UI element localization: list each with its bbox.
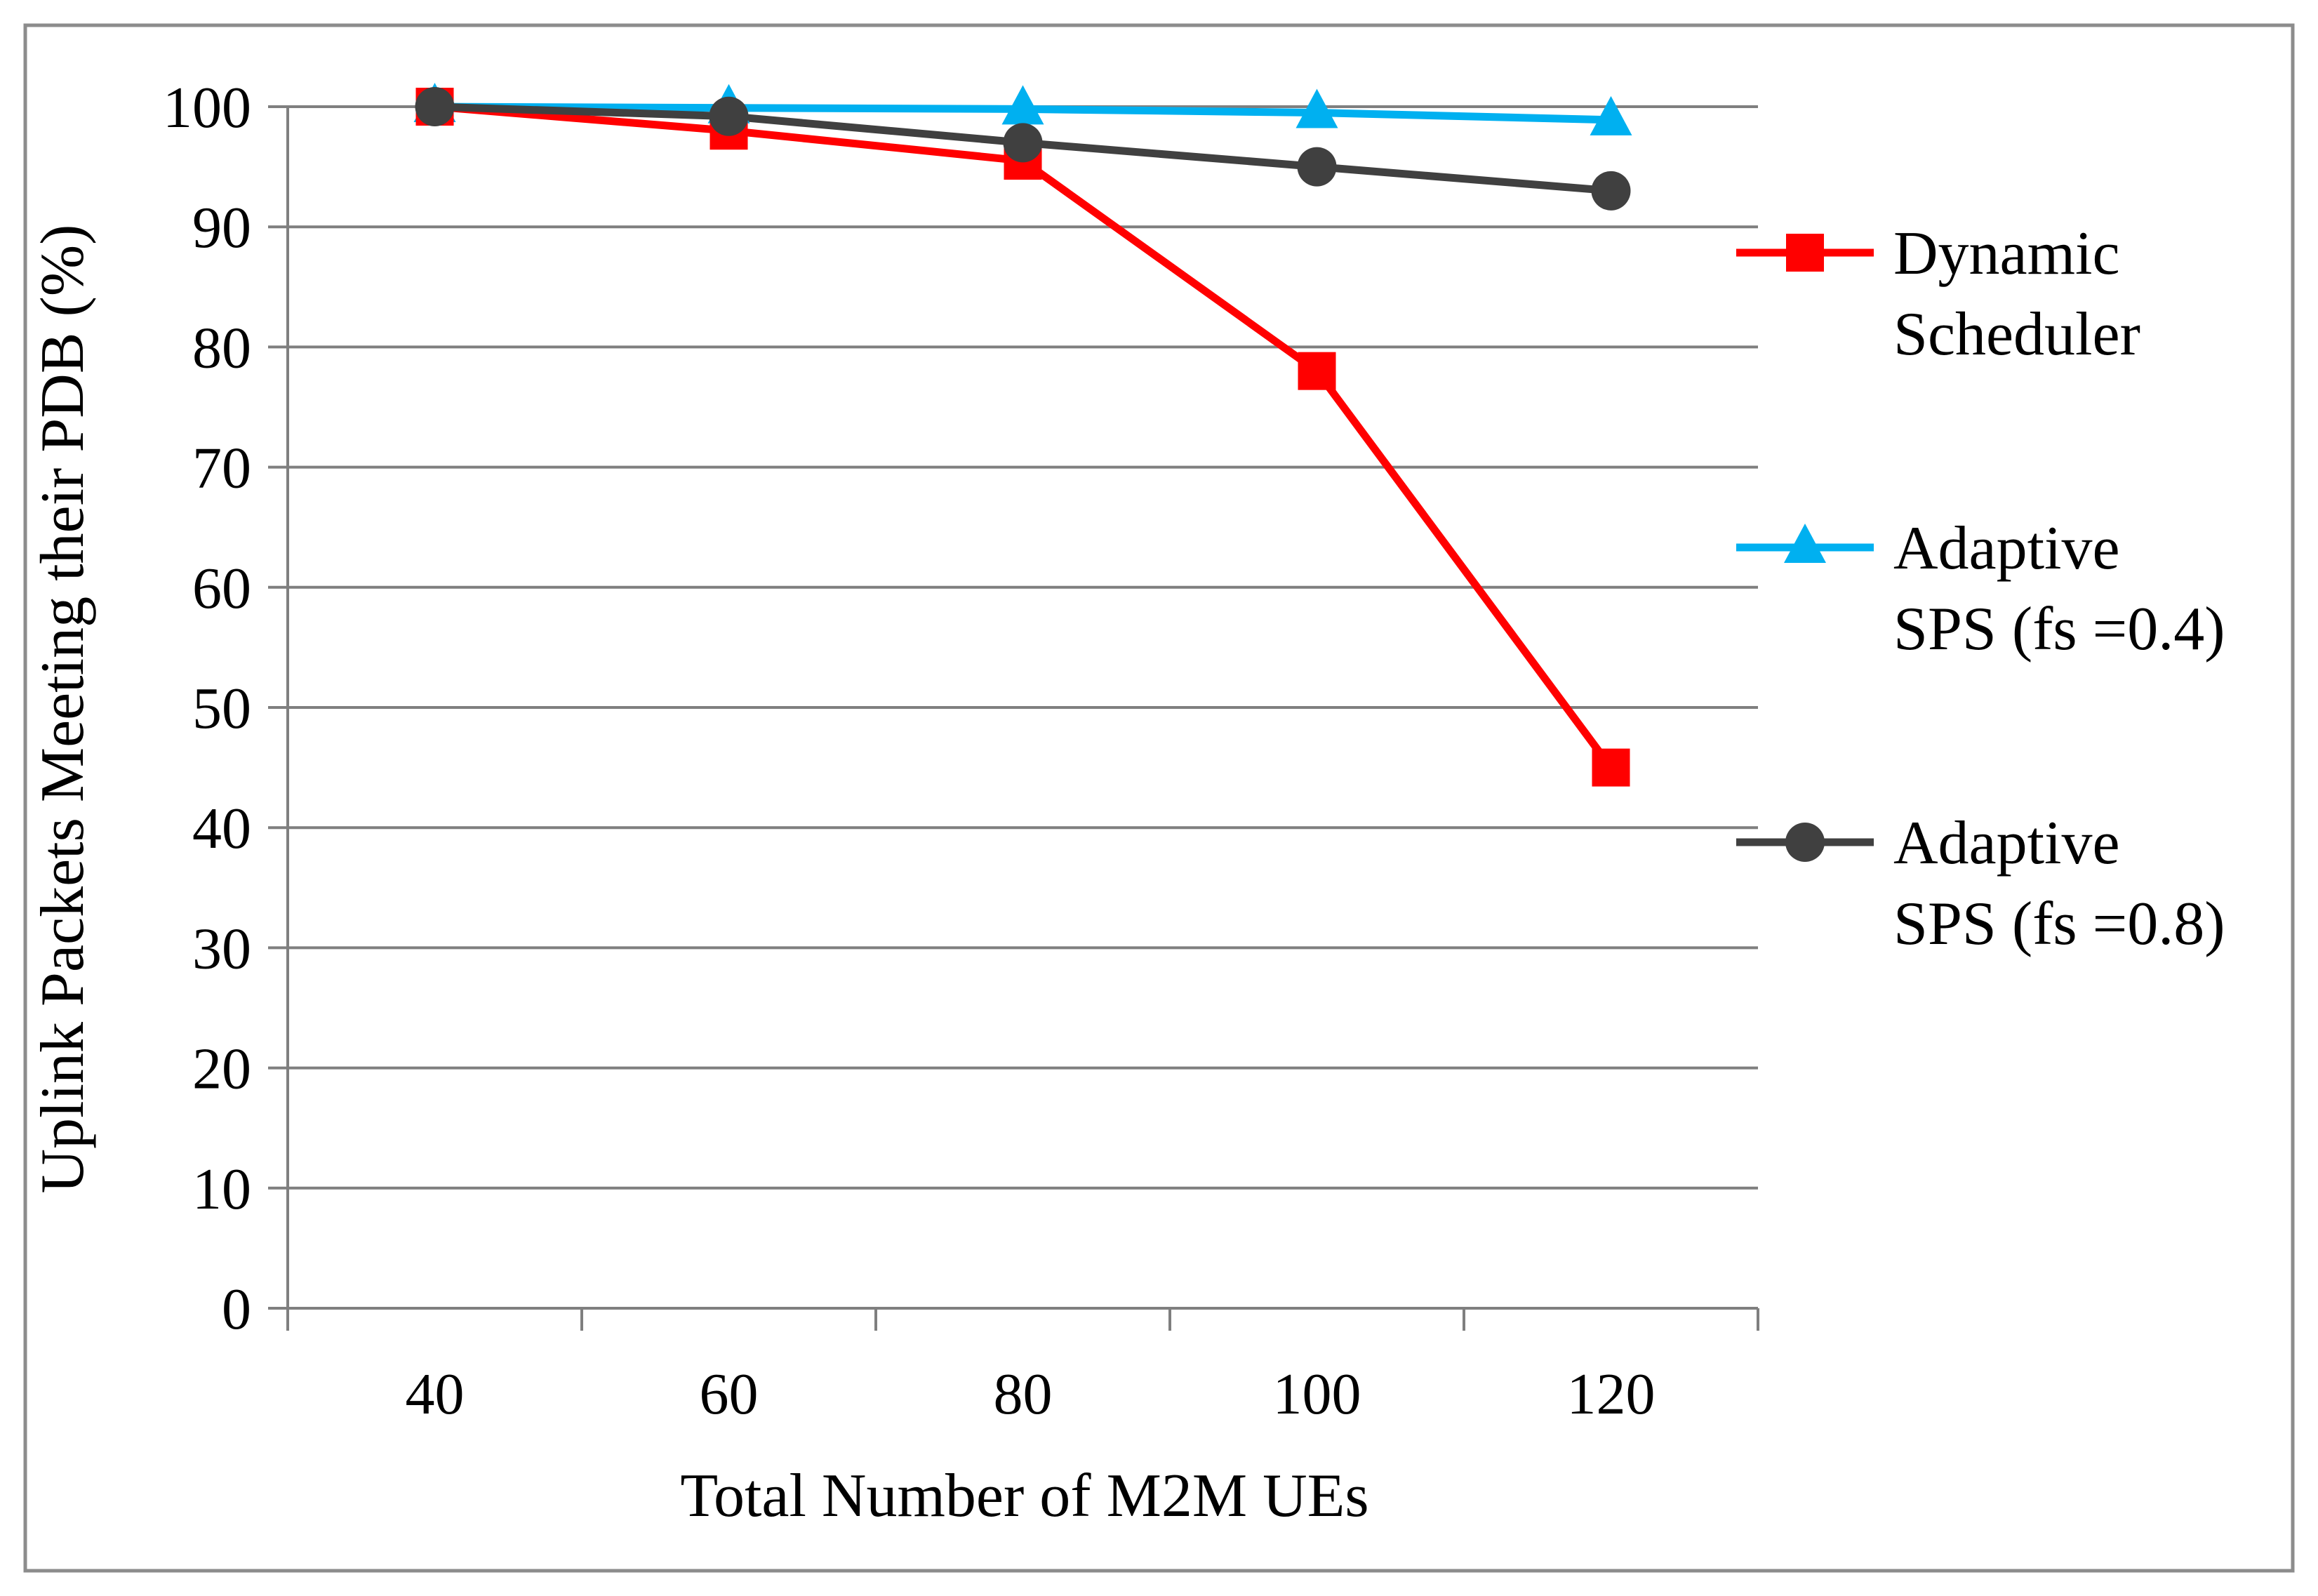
y-tick-label: 10 bbox=[192, 1157, 251, 1222]
x-axis-title: Total Number of M2M UEs bbox=[680, 1462, 1368, 1530]
legend-item: Adaptive SPS (fs =0.8) bbox=[1736, 809, 2225, 958]
data-point-circle bbox=[1591, 171, 1631, 211]
legend-item: Dynamic Scheduler bbox=[1736, 220, 2140, 368]
data-point-square bbox=[1592, 748, 1630, 787]
legend-label: Adaptive bbox=[1893, 809, 2120, 877]
x-tick-label: 100 bbox=[1273, 1362, 1361, 1427]
data-point-square bbox=[1298, 352, 1336, 390]
legend-label: SPS (fs =0.4) bbox=[1893, 595, 2225, 663]
data-point-circle bbox=[415, 87, 455, 126]
x-tick-label: 40 bbox=[406, 1362, 465, 1427]
y-tick-label: 60 bbox=[192, 556, 251, 621]
legend-item: Adaptive SPS (fs =0.4) bbox=[1736, 514, 2225, 663]
y-axis-title: Uplink Packets Meeting their PDB (%) bbox=[29, 225, 97, 1194]
legend-marker-triangle bbox=[1784, 524, 1826, 563]
chart-border bbox=[23, 23, 2295, 1573]
legend-label: SPS (fs =0.8) bbox=[1893, 890, 2225, 958]
legend-label: Dynamic bbox=[1893, 220, 2120, 288]
x-tick-label: 120 bbox=[1567, 1362, 1656, 1427]
data-point-circle bbox=[709, 96, 749, 136]
series-markers bbox=[413, 83, 1632, 787]
legend-marker-circle bbox=[1785, 823, 1825, 862]
y-tick-label: 70 bbox=[192, 436, 251, 501]
y-tick-label: 90 bbox=[192, 195, 251, 260]
y-tick-label: 0 bbox=[222, 1277, 251, 1342]
legend-label: Adaptive bbox=[1893, 514, 2120, 583]
legend-marker-square bbox=[1786, 234, 1824, 272]
y-tick-label: 80 bbox=[192, 315, 251, 380]
data-point-circle bbox=[1297, 147, 1337, 187]
y-tick-label: 40 bbox=[192, 796, 251, 861]
y-tick-label: 30 bbox=[192, 916, 251, 981]
y-tick-label: 50 bbox=[192, 676, 251, 741]
data-point-triangle bbox=[1590, 95, 1632, 135]
tick-labels: 0 10 20 30 40 50 60 70 80 90 100 40 60 80 100 120 bbox=[163, 75, 1656, 1427]
x-tick-label: 60 bbox=[700, 1362, 759, 1427]
data-point-triangle bbox=[1295, 88, 1338, 128]
data-point-triangle bbox=[1001, 85, 1044, 125]
data-point-circle bbox=[1003, 123, 1043, 163]
axes bbox=[268, 105, 1759, 1331]
legend-label: Scheduler bbox=[1893, 300, 2140, 368]
y-tick-label: 100 bbox=[163, 75, 251, 140]
y-tick-label: 20 bbox=[192, 1037, 251, 1102]
x-tick-label: 80 bbox=[994, 1362, 1053, 1427]
